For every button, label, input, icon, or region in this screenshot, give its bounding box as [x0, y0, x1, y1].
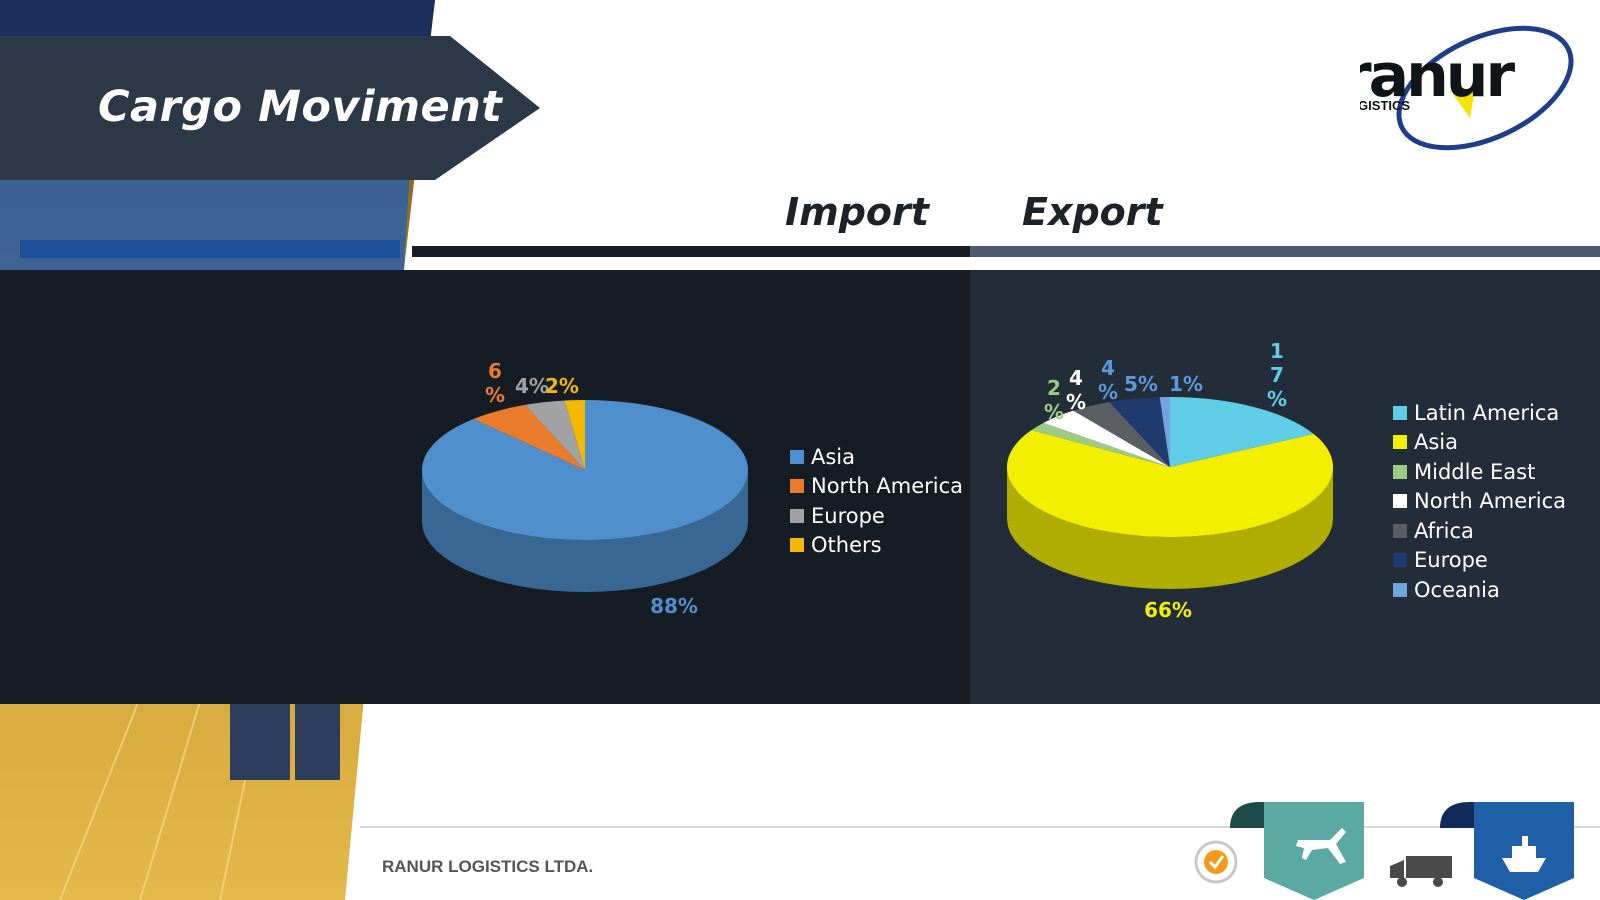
export-legend-item: Asia: [1393, 428, 1566, 458]
export-slice-oceania: [1159, 397, 1170, 467]
export-header: Export: [1022, 190, 1163, 234]
export-data-label: %: [1267, 387, 1287, 411]
import-legend-item: Others: [790, 531, 963, 561]
import-data-label: 6: [488, 359, 502, 383]
export-legend-label: Africa: [1414, 518, 1474, 543]
export-legend-label: North America: [1414, 489, 1567, 514]
import-legend-swatch: [790, 479, 804, 494]
export-data-label: %: [1066, 390, 1086, 414]
ranur-logo: ranur LOGISTICS: [1360, 25, 1574, 151]
export-legend-item: Middle East: [1393, 457, 1566, 487]
import-legend-swatch: [790, 508, 804, 523]
title-banner: [0, 36, 540, 180]
export-data-label: 1%: [1169, 372, 1203, 396]
import-legend-item: North America: [790, 472, 963, 502]
import-data-label: 2%: [545, 374, 579, 398]
export-slice-middle-east: [1031, 422, 1170, 467]
import-slice-europe: [525, 400, 585, 470]
export-legend-label: Oceania: [1414, 577, 1500, 602]
export-legend-swatch: [1393, 494, 1407, 509]
export-legend-swatch: [1393, 464, 1407, 479]
import-legend-label: Others: [811, 533, 882, 558]
export-legend-swatch: [1393, 405, 1407, 420]
import-header: Import: [785, 190, 929, 234]
export-legend-item: North America: [1393, 487, 1566, 517]
export-slice-latin-america: [1170, 397, 1314, 467]
export-slice-africa: [1073, 402, 1170, 467]
export-data-label: 66%: [1144, 598, 1192, 620]
import-legend-swatch: [790, 538, 804, 553]
import-data-label: %: [485, 383, 505, 407]
svg-text:ranur: ranur: [1360, 41, 1516, 111]
import-legend-item: Europe: [790, 501, 963, 531]
export-data-label: 4: [1069, 366, 1083, 390]
export-legend-label: Asia: [1414, 430, 1459, 455]
export-pie-chart: 17%66%2%4%4% 5% 1%: [1006, 339, 1333, 620]
export-slice-side: [1007, 467, 1333, 589]
import-legend-label: North America: [811, 474, 964, 499]
header-rule-import: [412, 246, 970, 257]
sgs-cert-icon: [1194, 840, 1238, 884]
import-legend-label: Asia: [811, 444, 856, 469]
export-legend-swatch: [1393, 435, 1407, 450]
export-legend-swatch: [1393, 582, 1407, 597]
export-data-label: 4: [1101, 356, 1115, 380]
airplane-icon[interactable]: [1230, 802, 1370, 900]
export-legend-item: Africa: [1393, 516, 1566, 546]
export-legend-label: Middle East: [1414, 459, 1536, 484]
export-legend-swatch: [1393, 523, 1407, 538]
export-slice-north-america: [1043, 410, 1170, 467]
export-legend-label: Latin America: [1414, 400, 1560, 425]
import-legend-label: Europe: [811, 503, 885, 528]
company-name: RANUR LOGISTICS LTDA.: [382, 857, 594, 876]
import-slice-others: [564, 400, 585, 470]
export-slice-asia: [1006, 430, 1333, 537]
export-data-label: %: [1098, 380, 1118, 404]
import-slice-north-america: [473, 404, 585, 470]
import-pie-chart: 88% 6% 4%2%: [421, 359, 748, 618]
import-legend: Asia North America Europe Others: [790, 442, 963, 560]
footer-rule: [360, 826, 1600, 828]
export-data-label: 1: [1270, 339, 1284, 363]
import-legend-swatch: [790, 449, 804, 464]
svg-text:LOGISTICS: LOGISTICS: [1360, 98, 1410, 113]
export-legend-swatch: [1393, 553, 1407, 568]
export-legend-item: Latin America: [1393, 398, 1566, 428]
import-slice-asia: [421, 400, 748, 540]
export-legend-item: Europe: [1393, 546, 1566, 576]
export-data-label: %: [1044, 400, 1064, 424]
truck-icon[interactable]: [1388, 852, 1458, 892]
export-data-label: 2: [1047, 376, 1061, 400]
export-legend-item: Oceania: [1393, 575, 1566, 605]
import-slice-side: [422, 470, 748, 592]
import-data-label: 4%: [515, 374, 549, 398]
import-legend-item: Asia: [790, 442, 963, 472]
export-data-label: 5%: [1124, 372, 1158, 396]
export-slice-europe: [1109, 397, 1170, 467]
header-rule-export: [970, 246, 1600, 257]
ship-icon[interactable]: [1440, 802, 1580, 900]
export-legend: Latin America Asia Middle East North Americ…: [1393, 398, 1566, 605]
photo-edge: [0, 270, 420, 704]
export-data-label: 7: [1270, 363, 1284, 387]
page-title: Cargo Moviment: [98, 82, 503, 132]
import-data-label: 88%: [650, 594, 698, 618]
export-legend-label: Europe: [1414, 548, 1488, 573]
